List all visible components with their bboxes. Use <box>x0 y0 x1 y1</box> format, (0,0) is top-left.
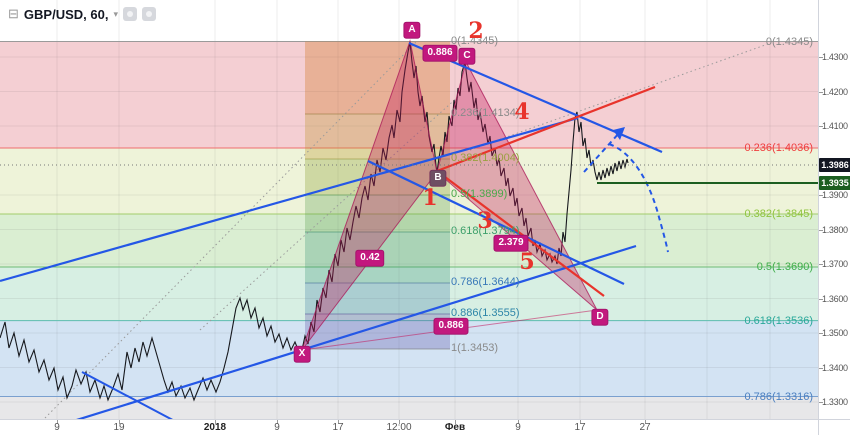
symbol-title[interactable]: GBP/USD, 60, <box>23 6 109 22</box>
level-price-badge: 1.3935 <box>819 176 850 190</box>
fib-inner-label-1: 1(1.3453) <box>451 342 499 354</box>
axis-corner <box>818 419 850 435</box>
time-tick: 19 <box>113 422 125 433</box>
indicator-icon[interactable] <box>122 7 137 21</box>
projection-arrow[interactable] <box>583 131 669 253</box>
time-tick: 9 <box>54 422 60 433</box>
time-axis[interactable]: 9 19 2018 9 17 12:00 Фев 9 17 27 <box>0 419 818 435</box>
price-series[interactable] <box>0 41 629 402</box>
projection-arrowhead <box>613 127 625 140</box>
time-tick: 12:00 <box>386 422 412 433</box>
price-tick: 1.3400 <box>822 362 848 373</box>
fib-inner-label-618: 0.618(1.3794) <box>451 225 520 237</box>
time-tick: 27 <box>639 422 651 433</box>
fib-inner-label-382: 0.382(1.4004) <box>451 152 520 164</box>
wave-label-4[interactable]: 4 <box>514 99 530 125</box>
time-tick-month: Фев <box>444 422 466 433</box>
fib-outer-label-236: 0.236(1.4036) <box>744 142 814 154</box>
fib-bands <box>0 41 818 419</box>
time-tick: 9 <box>274 422 280 433</box>
trend-lines-red[interactable] <box>436 85 656 297</box>
wave-label-5[interactable]: 5 <box>519 249 535 275</box>
fib-outer-label-0: 0(1.4345) <box>765 35 813 48</box>
pattern-point-d[interactable]: D <box>591 308 609 326</box>
pattern-point-a[interactable]: A <box>403 21 421 39</box>
fib-inner-label-236: 0.236(1.4134) <box>451 107 520 119</box>
pattern-ratio-d[interactable]: 0.886 <box>433 317 469 335</box>
price-axis[interactable]: 1.4300 1.4200 1.4100 1.3900 1.3800 1.370… <box>818 0 850 419</box>
fib-inner-label-0: 0(1.4345) <box>451 35 499 47</box>
fib-outer-label-50: 0.5(1.3690) <box>756 261 813 273</box>
current-price-badge: 1.3986 <box>819 158 850 172</box>
chart-canvas[interactable] <box>0 0 818 419</box>
time-tick: 17 <box>332 422 344 433</box>
collapse-icon[interactable]: ⊟ <box>8 6 19 21</box>
price-tick: 1.3700 <box>822 259 848 269</box>
price-tick: 1.3300 <box>822 397 848 407</box>
pattern-point-b[interactable]: B <box>429 169 447 187</box>
price-tick: 1.3900 <box>822 190 848 200</box>
dotted-guide-lines[interactable] <box>44 39 769 419</box>
chevron-down-icon[interactable]: ▾ <box>113 8 118 19</box>
fib-inner-label-886: 0.886(1.3555) <box>451 307 520 319</box>
time-tick-year: 2018 <box>203 422 227 433</box>
time-tick: 9 <box>515 422 521 433</box>
time-tick: 17 <box>574 422 586 433</box>
pattern-ratio-bc-ext[interactable]: 2.379 <box>493 234 529 252</box>
fib-outer-label-618: 0.618(1.3536) <box>744 314 814 327</box>
pattern-point-x[interactable]: X <box>293 345 311 363</box>
wave-label-2[interactable]: 2 <box>468 18 484 44</box>
pattern-ratio-c[interactable]: 0.886 <box>422 44 458 62</box>
pattern-ratio-b[interactable]: 0.42 <box>355 249 385 267</box>
price-tick: 1.4200 <box>822 86 848 97</box>
fib-outer-label-382: 0.382(1.3845) <box>744 208 814 220</box>
price-tick: 1.4100 <box>822 121 848 131</box>
price-chart-pane[interactable]: ⊟ GBP/USD, 60, ▾ 0(1.4345) 0.236(1.4036)… <box>0 0 818 419</box>
price-tick: 1.3500 <box>822 328 848 338</box>
trend-lines-blue[interactable] <box>0 41 663 419</box>
pattern-point-c[interactable]: C <box>458 47 476 65</box>
symbol-legend[interactable]: ⊟ GBP/USD, 60, ▾ <box>8 6 156 22</box>
price-tick: 1.3800 <box>822 224 848 235</box>
price-tick: 1.4300 <box>822 52 848 62</box>
fib-inner-label-786: 0.786(1.3644) <box>451 276 520 288</box>
indicator-icon[interactable] <box>141 7 156 21</box>
wave-label-3[interactable]: 3 <box>477 208 493 234</box>
price-tick: 1.3600 <box>822 293 848 304</box>
wave-label-1[interactable]: 1 <box>422 185 438 211</box>
fib-outer-label-786: 0.786(1.3316) <box>744 390 814 403</box>
fib-outer-level-lines[interactable] <box>0 41 818 397</box>
fib-inner-label-50: 0.5(1.3899) <box>451 188 508 200</box>
